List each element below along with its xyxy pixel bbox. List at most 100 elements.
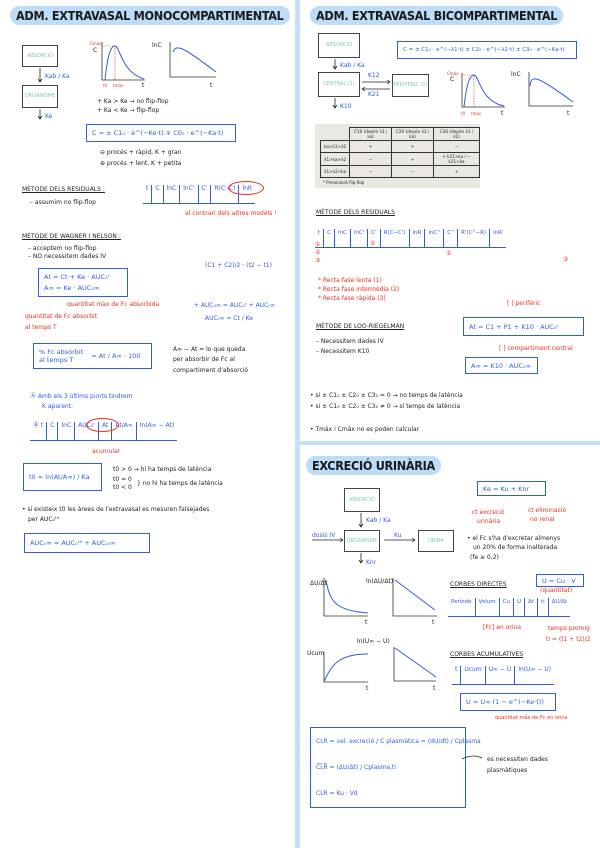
annotation: [Fc] en orina [483, 624, 522, 631]
arrow-icon [332, 98, 338, 109]
log-excretion-rate-curve [392, 578, 437, 617]
formula: C̅L̅R̅ = (ΔU/Δt) / Cplasma,ti [316, 763, 396, 771]
column-header: lnC' [349, 229, 367, 247]
annotation: [ ] compartiment central [499, 345, 573, 352]
cumulative-urine-curve [323, 652, 369, 683]
axis-label: lnC [152, 42, 162, 49]
cumulative-formula: U = U∞ (1 − e^(−Ke·t)) [460, 693, 556, 711]
flip-flop-table-photo: C10 (depèn λ1 i ka) C20 (depèn λ2 i ka) C3… [315, 124, 480, 188]
column-header: Volum [474, 598, 499, 616]
annotation: ti = (t1 + t2)/2 [546, 636, 591, 643]
absorption-box: ABSORCIÓ [318, 33, 360, 58]
column-header: ΔU/Δt [547, 598, 571, 616]
footnote: * Presentarà flip-flop [323, 180, 365, 185]
arrow-icon [358, 513, 364, 528]
annotation: [ ] perifèric [507, 300, 541, 307]
column-header: lnC' [179, 185, 197, 203]
axis-label: Ucum [307, 650, 325, 657]
section-title: ADM. EXTRAVASAL MONOCOMPARTIMENTAL [10, 6, 290, 25]
note: (fe ≥ 0,2) [470, 554, 499, 561]
column-header: R(C'-C) [210, 185, 238, 203]
note: + Ka > Ke → no flip-flop [97, 98, 169, 105]
absorption-box: ABSORCIÓ [344, 488, 380, 512]
note: per absorbir de Fc al [173, 356, 235, 363]
loo-formula: At = C1 + P1 + K10 · AUC₀ᵗ [463, 317, 584, 336]
concentration-curve [101, 42, 145, 81]
column-header: At/A∞ [111, 422, 135, 440]
axis-label: lnC [511, 71, 521, 78]
method-heading: MÈTODE DELS RESIDUALS [316, 209, 395, 216]
axis-label: ΔU/Δt [310, 580, 327, 587]
column-header: lnR' [489, 229, 506, 247]
table-cell: + [433, 165, 480, 178]
note: ⊕ procés + lent, K + petita [100, 160, 182, 167]
column-header: Ⓑ t [33, 422, 44, 429]
label: % Fc absorbit [39, 348, 84, 356]
percent-absorbed-box: % Fc absorbit al temps T = At / A∞ · 100 [33, 343, 152, 369]
note: • si existeix t0 les àrees de l'extravas… [22, 506, 210, 513]
column-header: C10 (depèn λ1 i ka) [349, 127, 393, 141]
highlight-circle [228, 181, 264, 195]
arrow-icon [312, 537, 344, 543]
step-note: * Recta fase ràpida (3) [318, 295, 386, 302]
arrow-icon [384, 537, 416, 543]
cmax-label: Cmàx [447, 71, 459, 76]
note: un 20% de forma inalterada [473, 544, 558, 551]
column-divider [295, 0, 300, 848]
axis-label: ln(U∞ − U) [357, 638, 390, 645]
method-heading: MÈTODE DE WAGNER I NELSON : [22, 233, 121, 240]
table-cell: + [391, 152, 435, 166]
note: • si ± C1₀ ± C2₀ ± C3₀ = 0 → no temps de… [310, 392, 463, 399]
column-header: ti [536, 598, 548, 616]
axis-label: t [366, 685, 369, 692]
formula: = At / A∞ · 100 [91, 352, 141, 360]
annotation: (quantitat) [540, 587, 573, 594]
lag-time-formula: t0 = ln(At/A∞) / Ka [23, 463, 102, 491]
formula: At = Ct + Ke · AUC₀ᵗ [44, 273, 110, 281]
axis-label: C [93, 47, 98, 54]
note: – Necessitem dades IV [316, 338, 384, 345]
table-cell: − [349, 165, 393, 178]
column-header: R'(C''−R) [457, 229, 489, 247]
axis-label: tmàx [471, 111, 482, 116]
note: t0 > 0 → hi ha temps de latència [113, 466, 212, 473]
rate-label: K10 [340, 103, 352, 110]
column-header: C' [197, 185, 211, 203]
rate-label: Kab / Ka [340, 62, 365, 69]
label: al temps T [39, 356, 74, 364]
annotation: acumular [92, 448, 121, 455]
note: } no hi ha temps de latència [137, 480, 223, 487]
axis-label: C [450, 76, 455, 83]
rate-label: Kab / Ka [366, 517, 391, 524]
organism-box: ORGANISME [344, 530, 380, 552]
note: compartiment d'absorció [173, 367, 249, 374]
note: – assumim no flip-flop [30, 199, 96, 206]
rate-label: K21 [368, 91, 380, 98]
rate-label: Ke [45, 113, 53, 120]
urine-box: ORINA [418, 530, 454, 552]
absorption-box: ABSORCIÓ [22, 45, 58, 67]
column-header: Ucum [460, 666, 484, 684]
note: t0 < 0 [113, 484, 132, 491]
column-header: U [512, 598, 524, 616]
concentration-formula: C = ± C1₀ · e^(−λ1·t) ± C2₀ · e^(−λ2·t) … [397, 41, 577, 59]
method-heading: MÈTODE DELS RESIDUALS : [22, 186, 105, 193]
axis-label: t [365, 619, 368, 626]
table-cell: λ1>λ2>ka [319, 165, 351, 178]
annotation: temps promig [548, 625, 590, 632]
column-header: lnC [162, 185, 180, 203]
column-header: C'' [443, 229, 457, 247]
rate-label: Kab / Ka [45, 73, 70, 80]
direct-curves-table: Període Volum Cu U Δt ti ΔU/Δt [448, 598, 571, 617]
column-header: U∞ − U [484, 666, 515, 684]
column-header: C30 (depèn λ1 i λ2) [433, 127, 480, 141]
axis-label: t [142, 82, 145, 89]
step-marker: ① [370, 240, 376, 247]
formula: + AUC₀∞ = AUC₀ᵗ + AUCₜ∞ [194, 302, 276, 309]
axis-label: tmàx [113, 83, 124, 88]
column-header: t [455, 666, 458, 673]
column-header: ln(A∞ − At) [135, 422, 177, 440]
note: per AUC₀ᵗ⁰ [28, 516, 60, 523]
axis-label: t [210, 82, 213, 89]
